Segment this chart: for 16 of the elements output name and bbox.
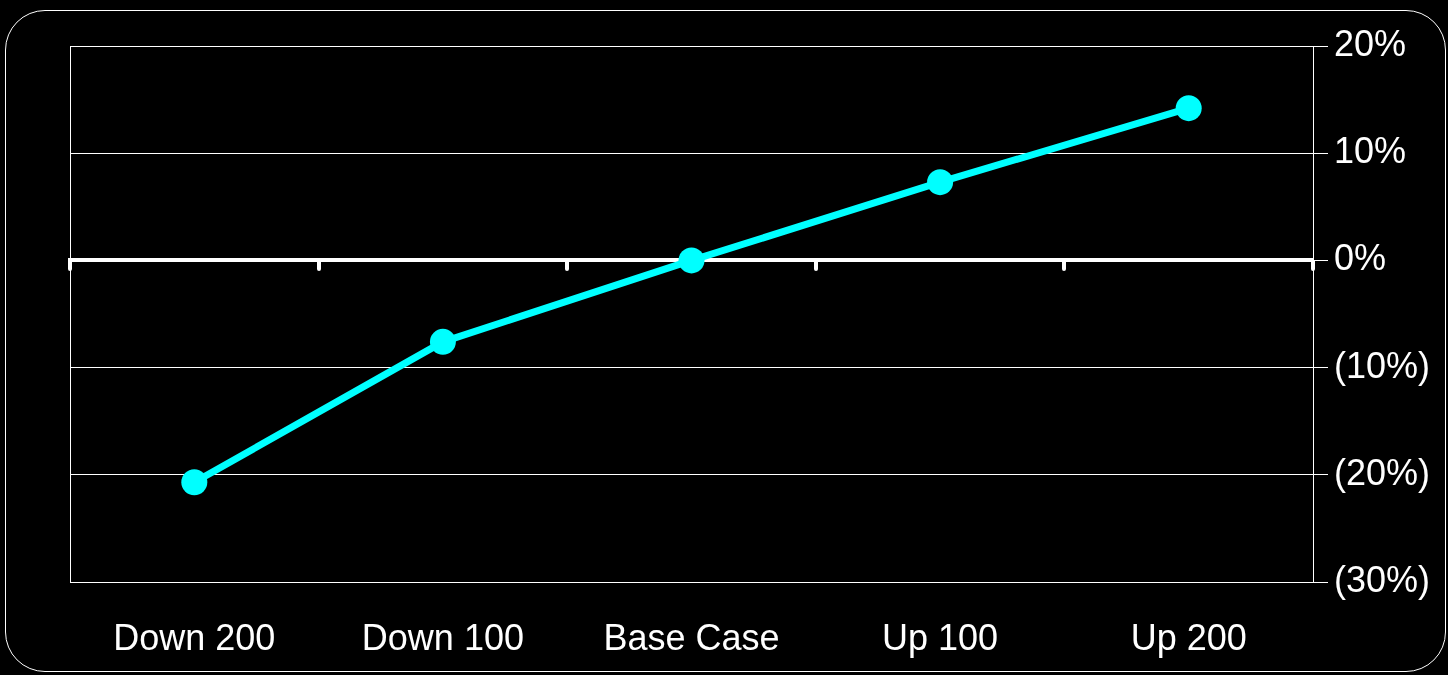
- y-tick-label: (20%): [1334, 451, 1431, 493]
- point: [1175, 95, 1202, 122]
- point: [678, 247, 705, 274]
- x-tick-label: Up 100: [882, 616, 999, 658]
- x-tick-label: Down 100: [361, 616, 524, 658]
- y-tick-label: 10%: [1334, 130, 1407, 172]
- x-tick-label: Down 200: [113, 616, 276, 658]
- x-tick-label: Base Case: [603, 616, 780, 658]
- y-tick-label: (30%): [1334, 558, 1431, 600]
- x-tick-label: Up 200: [1130, 616, 1247, 658]
- point: [429, 328, 456, 355]
- y-tick-label: 0%: [1334, 237, 1387, 279]
- y-tick-label: 20%: [1334, 22, 1407, 64]
- point: [181, 469, 208, 496]
- point: [927, 169, 954, 196]
- y-tick-label: (10%): [1334, 344, 1431, 386]
